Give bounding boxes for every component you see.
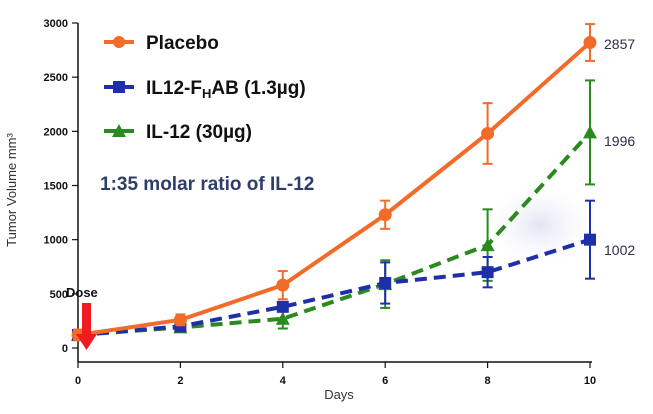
x-tick-label: 6 [382, 375, 388, 387]
y-axis-ticks: 0 500 1000 1500 2000 2500 3000 [44, 18, 78, 355]
x-tick-label: 10 [584, 375, 596, 387]
data-point-il12 [583, 125, 597, 139]
data-point-placebo [276, 278, 290, 292]
x-tick-label: 8 [485, 375, 491, 387]
legend-item-il12fhab: IL12-FHAB (1.3µg) [104, 78, 306, 101]
y-tick-label: 1000 [44, 235, 68, 247]
y-tick-label: 3000 [44, 18, 68, 30]
data-point-placebo [378, 208, 392, 222]
data-point-il12fhab [379, 277, 392, 289]
data-point-placebo [481, 127, 495, 140]
il12fhab-end-label: 1002 [604, 242, 635, 258]
y-tick-label: 2500 [44, 72, 68, 84]
series-layer [71, 23, 597, 342]
data-point-il12 [480, 238, 495, 252]
triangle-marker-icon [112, 124, 126, 137]
x-axis-title: Days [324, 387, 354, 402]
dose-label: Dose [66, 285, 98, 300]
series-placebo [71, 23, 597, 342]
il12-end-label: 1996 [604, 133, 635, 149]
placebo-end-label: 2857 [604, 36, 635, 52]
data-point-il12 [275, 311, 290, 325]
y-tick-label: 500 [50, 289, 68, 301]
dose-arrow [76, 303, 97, 350]
y-tick-label: 2000 [44, 126, 68, 138]
y-axis-title: Tumor Volume mm³ [4, 133, 19, 247]
x-tick-label: 2 [177, 375, 183, 387]
circle-marker-icon [113, 36, 125, 48]
data-point-il12fhab [276, 300, 289, 313]
series-line-il12fhab [77, 237, 591, 337]
y-tick-label: 1500 [44, 181, 68, 193]
data-point-il12fhab [584, 233, 596, 246]
legend-item-placebo: Placebo [104, 33, 219, 54]
x-tick-label: 0 [75, 375, 81, 387]
legend-label-placebo: Placebo [146, 33, 219, 54]
x-axis-ticks: 0 2 4 6 8 10 [75, 362, 596, 387]
background-glow [480, 180, 600, 270]
data-point-placebo [173, 313, 187, 327]
series-line-placebo [77, 41, 592, 337]
legend-label-il12fhab: IL12-FHAB (1.3µg) [146, 78, 306, 101]
legend-label-il12: IL-12 (30µg) [146, 122, 252, 143]
square-marker-icon [113, 81, 125, 93]
legend-item-il12: IL-12 (30µg) [104, 122, 252, 143]
data-point-placebo [583, 36, 597, 49]
x-tick-label: 4 [280, 375, 287, 387]
y-tick-label: 0 [62, 343, 68, 355]
molar-ratio-note: 1:35 molar ratio of IL-12 [100, 174, 314, 195]
legend: Placebo IL12-FHAB (1.3µg) IL-12 (30µg) [104, 33, 306, 143]
data-point-il12fhab [481, 266, 494, 279]
